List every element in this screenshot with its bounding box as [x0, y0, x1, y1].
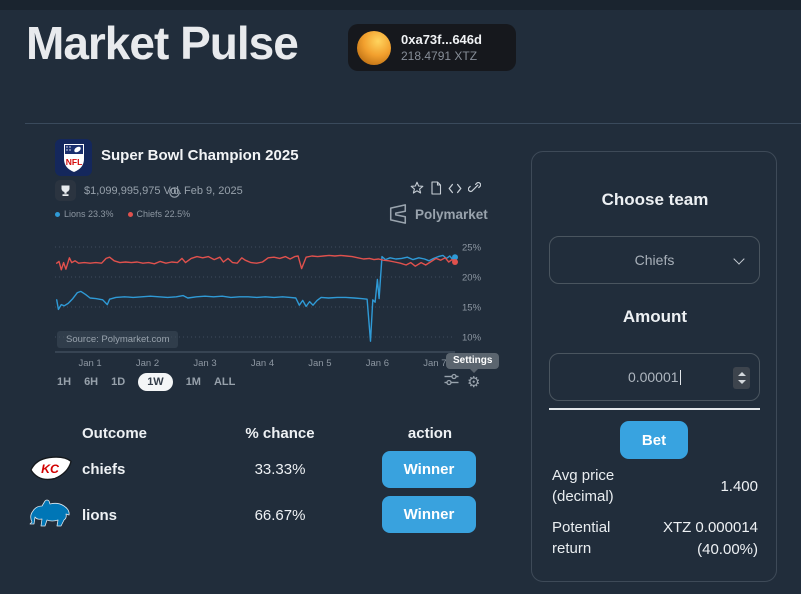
- svg-text:10%: 10%: [462, 333, 482, 344]
- market-title: Super Bowl Champion 2025: [101, 147, 299, 164]
- svg-text:25%: 25%: [462, 243, 482, 254]
- svg-text:Jan 4: Jan 4: [251, 358, 274, 369]
- chiefs-logo: KC: [30, 454, 72, 489]
- range-all[interactable]: ALL: [213, 376, 236, 388]
- header-divider: [25, 123, 801, 124]
- source-note: Source: Polymarket.com: [57, 331, 179, 348]
- winner-button-chiefs[interactable]: Winner: [382, 451, 476, 488]
- outcome-chance-chiefs: 33.33%: [254, 461, 306, 478]
- svg-text:NFL: NFL: [65, 157, 82, 167]
- range-1w[interactable]: 1W: [138, 373, 173, 391]
- polymarket-brand-label: Polymarket: [415, 206, 488, 222]
- wallet-badge[interactable]: 0xa73f...646d 218.4791 XTZ: [348, 24, 516, 71]
- number-spinner[interactable]: [733, 367, 750, 389]
- clock-icon: [169, 185, 180, 203]
- legend-label-chiefs: Chiefs 22.5%: [136, 209, 191, 219]
- header-action: action: [407, 425, 453, 442]
- header-outcome: Outcome: [82, 425, 148, 442]
- outcome-name-chiefs: chiefs: [82, 461, 126, 478]
- chart-legend: Lions 23.3% Chiefs 22.5%: [55, 209, 190, 219]
- chiefs-dot: [127, 211, 133, 217]
- amount-heading: Amount: [622, 307, 688, 326]
- spinner-up-icon[interactable]: [737, 372, 746, 376]
- widget-icon-row: [410, 181, 481, 195]
- chevron-down-icon: [733, 253, 745, 265]
- bet-panel: Choose team Chiefs Amount 0.00001 Bet Av…: [531, 151, 777, 582]
- svg-text:Jan 7: Jan 7: [423, 358, 446, 369]
- team-select-value: Chiefs: [634, 252, 675, 268]
- market-volume: $1,099,995,975 Vol.: [84, 185, 182, 197]
- legend-label-lions: Lions 23.3%: [64, 209, 114, 219]
- trophy-icon: [61, 185, 70, 196]
- filter-sliders-icon[interactable]: [444, 373, 459, 391]
- market-date: Feb 9, 2025: [184, 185, 243, 197]
- gear-icon[interactable]: ⚙: [467, 373, 481, 391]
- wallet-address: 0xa73f...646d: [401, 32, 482, 47]
- choose-team-heading: Choose team: [601, 190, 709, 209]
- amount-value: 0.00001: [627, 369, 679, 385]
- amount-input[interactable]: 0.00001: [549, 353, 760, 401]
- range-1h[interactable]: 1H: [57, 376, 72, 388]
- svg-text:Jan 6: Jan 6: [366, 358, 389, 369]
- bet-button[interactable]: Bet: [620, 421, 688, 459]
- wallet-balance: 218.4791 XTZ: [401, 49, 478, 63]
- legend-item-lions: Lions 23.3%: [55, 209, 114, 219]
- outcome-chance-lions: 66.67%: [254, 507, 306, 524]
- document-icon[interactable]: [430, 181, 442, 195]
- potential-return-label: Potential return: [552, 519, 611, 557]
- range-1d[interactable]: 1D: [111, 376, 126, 388]
- lions-logo: [26, 498, 72, 535]
- spinner-down-icon[interactable]: [737, 380, 746, 384]
- chart-tools: ⚙: [444, 373, 480, 391]
- outcome-name-lions: lions: [82, 507, 118, 524]
- svg-text:15%: 15%: [462, 303, 482, 314]
- wallet-avatar: [357, 30, 391, 65]
- time-range-row: 1H 6H 1D 1W 1M ALL: [57, 372, 235, 392]
- volume-badge-icon: [55, 180, 76, 201]
- svg-text:Jan 5: Jan 5: [308, 358, 331, 369]
- nfl-logo: NFL: [55, 139, 92, 176]
- svg-text:KC: KC: [41, 462, 60, 476]
- panel-divider: [549, 408, 760, 410]
- avg-price-value: 1.400: [720, 478, 758, 495]
- header-chance: % chance: [245, 425, 315, 442]
- embed-code-icon[interactable]: [448, 183, 462, 194]
- legend-item-chiefs: Chiefs 22.5%: [127, 209, 191, 219]
- svg-text:Jan 1: Jan 1: [78, 358, 101, 369]
- winner-button-lions[interactable]: Winner: [382, 496, 476, 533]
- polymarket-brand[interactable]: Polymarket: [388, 204, 488, 224]
- link-icon[interactable]: [468, 181, 481, 195]
- text-caret: [679, 369, 682, 385]
- star-icon[interactable]: [410, 181, 424, 195]
- lions-dot: [55, 211, 60, 217]
- range-6h[interactable]: 6H: [84, 376, 99, 388]
- svg-text:20%: 20%: [462, 273, 482, 284]
- polymarket-logo-icon: [389, 204, 407, 224]
- potential-return-value: XTZ 0.000014 (40.00%): [662, 519, 758, 558]
- svg-text:Jan 3: Jan 3: [193, 358, 216, 369]
- team-select[interactable]: Chiefs: [549, 236, 760, 284]
- range-1m[interactable]: 1M: [185, 376, 201, 388]
- settings-tooltip: Settings: [446, 353, 500, 373]
- top-strip: [0, 0, 801, 10]
- avg-price-label: Avg price (decimal): [552, 467, 615, 505]
- price-chart: 25% 20% 15% 10% Jan 1 Jan 2 Jan 3 Jan 4 Jan 5 Jan…: [55, 243, 482, 369]
- page-title: Market Pulse: [26, 17, 299, 69]
- svg-text:Jan 2: Jan 2: [136, 358, 159, 369]
